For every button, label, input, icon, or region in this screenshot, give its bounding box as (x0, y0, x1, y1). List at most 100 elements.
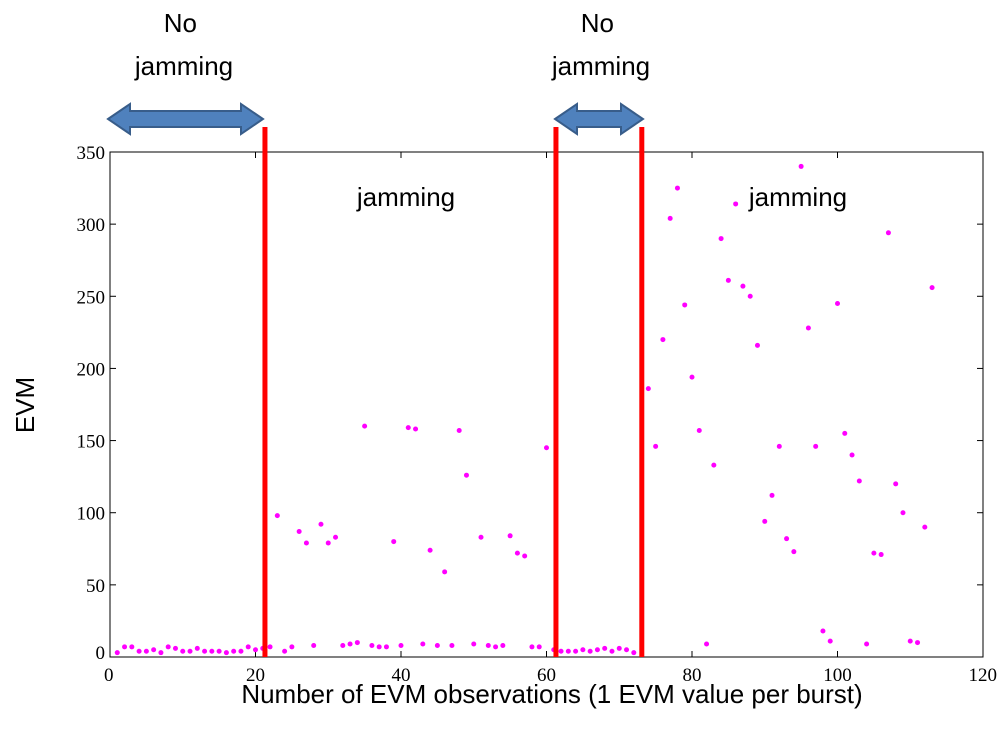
data-point (616, 645, 622, 651)
data-point (529, 644, 535, 650)
data-point (827, 638, 833, 644)
x-tick-label: 40 (392, 665, 411, 686)
data-point (449, 642, 455, 648)
data-point (500, 642, 506, 648)
data-point (303, 540, 309, 546)
data-point (180, 648, 186, 654)
data-point (558, 648, 564, 654)
data-point (696, 427, 702, 433)
data-point (754, 342, 760, 348)
y-axis-label: EVM (10, 377, 40, 433)
data-point (565, 648, 571, 654)
data-point (267, 644, 273, 650)
x-tick-label: 120 (969, 665, 998, 686)
plot-area (109, 151, 984, 658)
data-point (318, 521, 324, 527)
data-point (485, 642, 491, 648)
annotation-line: No (164, 8, 197, 38)
data-point (544, 445, 549, 451)
data-point (682, 302, 688, 308)
x-tick-label: 20 (246, 665, 265, 686)
data-point (747, 293, 753, 299)
data-point (805, 325, 811, 331)
data-point (282, 648, 288, 654)
data-point (653, 443, 659, 449)
data-point (143, 648, 149, 654)
data-point (674, 185, 680, 191)
y-tick-label: 50 (86, 576, 105, 597)
data-point (456, 427, 462, 433)
data-point (849, 452, 855, 458)
annotation-line: jamming (134, 51, 233, 81)
data-point (158, 650, 164, 656)
data-point (405, 425, 411, 431)
data-point (791, 549, 797, 555)
data-point (915, 640, 921, 646)
data-point (165, 644, 171, 650)
annotation-no-jamming-2: No jamming (551, 8, 650, 81)
data-point (922, 524, 928, 530)
data-point (514, 550, 520, 556)
data-point (391, 539, 397, 545)
data-point (631, 650, 637, 656)
data-point (769, 492, 775, 498)
data-point (536, 644, 542, 650)
double-arrow-icon (106, 102, 265, 136)
annotation-line: No (581, 8, 614, 38)
data-point (725, 277, 731, 283)
data-point (216, 648, 222, 654)
data-point (864, 641, 870, 647)
data-point (289, 644, 295, 650)
data-point (900, 510, 906, 516)
data-point (434, 642, 440, 648)
annotation-no-jamming-1: No jamming (134, 8, 233, 81)
annotation-jamming-1: jamming (356, 182, 455, 212)
data-point (587, 648, 593, 654)
x-tick-label: 100 (823, 665, 852, 686)
x-tick-label: 60 (537, 665, 556, 686)
data-point (856, 478, 862, 484)
data-point (885, 230, 891, 236)
y-tick-label: 250 (77, 287, 106, 308)
annotation-jamming-2: jamming (748, 182, 847, 212)
phase-boundaries (262, 127, 645, 657)
data-point (878, 552, 884, 558)
y-tick-label: 150 (77, 432, 106, 453)
data-point (383, 644, 389, 650)
data-point (398, 642, 404, 648)
data-point (711, 462, 717, 468)
data-point (907, 638, 913, 644)
data-point (274, 513, 280, 519)
data-point (893, 481, 899, 487)
data-point (842, 430, 848, 436)
annotation-line: jamming (551, 51, 650, 81)
data-point (136, 648, 142, 654)
y-tick-label: 0 (96, 643, 106, 664)
data-point (187, 648, 193, 654)
data-point (194, 645, 200, 651)
data-point (202, 648, 208, 654)
data-point (420, 641, 426, 647)
data-point (245, 644, 251, 650)
data-point (493, 644, 499, 650)
data-point (580, 647, 586, 653)
data-point (813, 443, 819, 449)
y-tick-label: 350 (77, 143, 106, 164)
data-point (718, 236, 724, 242)
x-axis-label: Number of EVM observations (1 EVM value … (241, 679, 862, 709)
x-tick-label: 80 (683, 665, 702, 686)
y-tick-label: 200 (77, 359, 106, 380)
data-point (413, 426, 419, 432)
data-point (573, 648, 579, 654)
data-point (660, 337, 666, 343)
data-point (645, 386, 651, 392)
data-point (733, 201, 739, 207)
data-point (776, 443, 782, 449)
data-point (253, 647, 258, 653)
data-point (798, 163, 804, 169)
data-point (376, 644, 382, 650)
data-point (311, 642, 317, 648)
data-point (129, 644, 135, 650)
data-point (231, 648, 237, 654)
